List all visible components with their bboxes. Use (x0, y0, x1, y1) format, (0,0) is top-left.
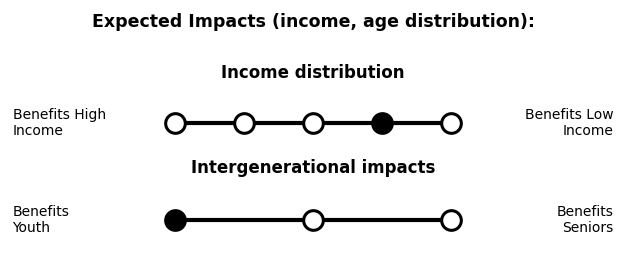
Point (170, 218, 180, 222)
Point (446, 121, 456, 125)
Text: Intergenerational impacts: Intergenerational impacts (191, 159, 435, 177)
Point (308, 121, 318, 125)
Point (170, 121, 180, 125)
Point (239, 121, 249, 125)
Point (308, 218, 318, 222)
Text: Benefits High
Income: Benefits High Income (13, 108, 106, 138)
Point (377, 121, 387, 125)
Text: Benefits Low
Income: Benefits Low Income (525, 108, 613, 138)
Text: Benefits
Seniors: Benefits Seniors (557, 205, 613, 235)
Text: Benefits
Youth: Benefits Youth (13, 205, 69, 235)
Point (446, 218, 456, 222)
Text: Income distribution: Income distribution (221, 64, 405, 82)
Text: Expected Impacts (income, age distribution):: Expected Impacts (income, age distributi… (91, 13, 535, 31)
